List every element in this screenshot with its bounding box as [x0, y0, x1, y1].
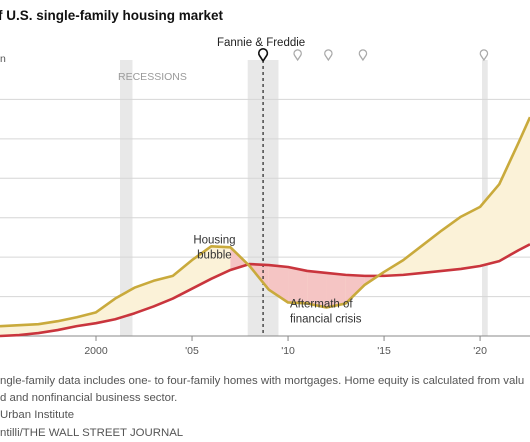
negative-gap-fill — [326, 272, 346, 308]
recession-label: RECESSIONS — [118, 71, 187, 83]
negative-gap-fill — [307, 270, 327, 308]
chart-title: f U.S. single-family housing market — [0, 8, 224, 23]
event-pin-icon — [358, 49, 368, 62]
x-tick-label: '05 — [185, 345, 199, 357]
negative-gap-fill — [268, 265, 289, 303]
event-pin-icon — [258, 48, 269, 63]
annotation-text: Housing — [193, 234, 235, 246]
recession-band — [120, 60, 133, 336]
footnote-note-cont: d and nonfinancial business sector. — [0, 392, 178, 405]
event-pin-icon — [293, 49, 302, 62]
footnote-source: Urban Institute — [0, 409, 75, 422]
event-pin-icon — [324, 49, 333, 62]
chart-labels: RECESSIONS 2000 '05 '10 '15 '20 n Fannie & Fred… — [0, 37, 487, 357]
series-lines — [0, 116, 530, 338]
x-tick-label: 2000 — [84, 345, 108, 357]
footnote-credit: ntilli/THE WALL STREET JOURNAL — [0, 426, 184, 439]
series-line-debt — [0, 243, 530, 338]
event-markers — [258, 48, 489, 336]
x-tick-label: '15 — [377, 345, 391, 357]
event-label: Fannie & Freddie — [217, 37, 305, 49]
annotation-text: Aftermath of — [290, 298, 353, 310]
annotation-text: bubble — [197, 249, 232, 261]
chart-svg: RECESSIONS 2000 '05 '10 '15 '20 n Fannie & Fred… — [0, 37, 530, 357]
event-pin-icon — [479, 49, 489, 62]
y-axis-label: n — [0, 53, 6, 65]
x-tick-label: '10 — [281, 345, 295, 357]
negative-gap-fill — [345, 274, 365, 304]
negative-gap-fill — [288, 267, 308, 304]
annotation-text: financial crisis — [290, 313, 362, 325]
footnotes: ngle-family data includes one- to four-f… — [0, 373, 530, 442]
x-tick-label: '20 — [473, 345, 487, 357]
recession-band — [481, 60, 488, 336]
series-line-value — [0, 116, 530, 328]
footnote-note: ngle-family data includes one- to four-f… — [0, 375, 525, 387]
